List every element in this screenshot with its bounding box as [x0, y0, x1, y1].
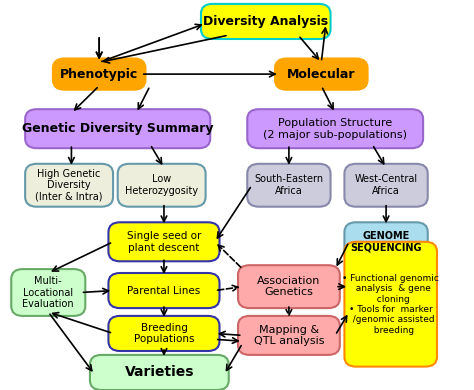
FancyBboxPatch shape — [247, 164, 330, 207]
Text: Association
Genetics: Association Genetics — [257, 276, 320, 298]
Text: Molecular: Molecular — [287, 67, 356, 81]
FancyBboxPatch shape — [201, 4, 330, 39]
Text: Varieties: Varieties — [125, 365, 194, 379]
FancyBboxPatch shape — [90, 355, 229, 390]
FancyBboxPatch shape — [345, 164, 428, 207]
Text: South-Eastern
Africa: South-Eastern Africa — [255, 174, 323, 196]
Text: Genetic Diversity Summary: Genetic Diversity Summary — [22, 122, 213, 135]
FancyBboxPatch shape — [11, 269, 85, 316]
FancyBboxPatch shape — [25, 109, 210, 148]
Text: Breeding
Populations: Breeding Populations — [134, 323, 194, 344]
FancyBboxPatch shape — [109, 222, 219, 261]
FancyBboxPatch shape — [109, 273, 219, 308]
FancyBboxPatch shape — [275, 58, 367, 90]
FancyBboxPatch shape — [345, 242, 437, 367]
Text: Phenotypic: Phenotypic — [60, 67, 138, 81]
FancyBboxPatch shape — [238, 316, 340, 355]
Text: Single seed or
plant descent: Single seed or plant descent — [127, 231, 201, 253]
FancyBboxPatch shape — [53, 58, 146, 90]
FancyBboxPatch shape — [238, 265, 340, 308]
FancyBboxPatch shape — [247, 109, 423, 148]
FancyBboxPatch shape — [345, 222, 428, 261]
Text: Low
Heterozygosity: Low Heterozygosity — [125, 174, 198, 196]
FancyBboxPatch shape — [25, 164, 113, 207]
Text: Multi-
Locational
Evaluation: Multi- Locational Evaluation — [22, 276, 74, 309]
Text: Parental Lines: Parental Lines — [128, 285, 201, 296]
Text: High Genetic
Diversity
(Inter & Intra): High Genetic Diversity (Inter & Intra) — [36, 168, 103, 202]
Text: Diversity Analysis: Diversity Analysis — [203, 15, 328, 28]
Text: West-Central
Africa: West-Central Africa — [355, 174, 418, 196]
Text: • Functional genomic
  analysis  & gene
  cloning
• Tools for  marker
  /genomic: • Functional genomic analysis & gene clo… — [342, 274, 439, 335]
FancyBboxPatch shape — [118, 164, 206, 207]
Text: Population Structure
(2 major sub-populations): Population Structure (2 major sub-popula… — [263, 118, 407, 140]
Text: GENOME
SEQUENCING: GENOME SEQUENCING — [350, 231, 422, 253]
Text: Mapping &
QTL analysis: Mapping & QTL analysis — [254, 324, 324, 346]
FancyBboxPatch shape — [109, 316, 219, 351]
